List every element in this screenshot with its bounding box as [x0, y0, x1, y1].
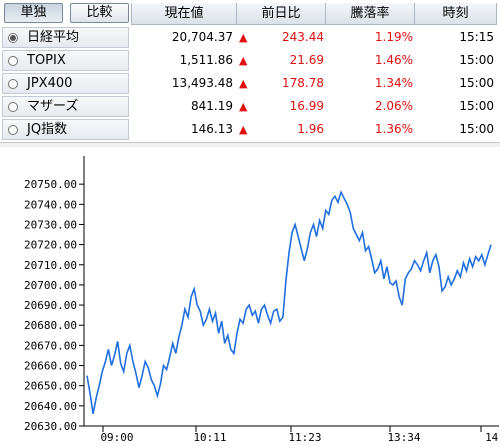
y-tick-label: 20720.00: [24, 239, 77, 252]
update-time: 15:00: [459, 76, 494, 90]
change-percent: 1.34%: [374, 76, 413, 90]
x-tick-label: 09:00: [100, 431, 133, 444]
index-name-selector[interactable]: JQ指数: [2, 119, 129, 140]
index-row[interactable]: マザーズ 841.19 ▲ 16.99 2.06% 15:00: [0, 95, 500, 118]
index-table-header: 単独 比較 現在値 前日比 騰落率 時刻: [0, 0, 500, 27]
radio-icon[interactable]: [8, 125, 18, 135]
index-name-selector[interactable]: TOPIX: [2, 50, 129, 71]
change-value: 1.96: [297, 122, 324, 136]
x-tick-label: 11:23: [288, 431, 321, 444]
current-price: 146.13: [191, 122, 233, 136]
y-tick-label: 20740.00: [24, 198, 77, 211]
radio-icon[interactable]: [8, 79, 18, 89]
y-tick-label: 20630.00: [24, 420, 77, 433]
compare-toggle[interactable]: 比較: [70, 3, 129, 23]
radio-icon[interactable]: [8, 102, 18, 112]
y-tick-label: 20690.00: [24, 299, 77, 312]
index-name-selector[interactable]: 日経平均: [2, 27, 129, 48]
change-value: 21.69: [289, 53, 324, 67]
update-time: 15:00: [459, 53, 494, 67]
x-tick-label: 13:34: [387, 431, 420, 444]
radio-selected-icon[interactable]: [8, 33, 18, 43]
y-tick-label: 20730.00: [24, 218, 77, 231]
y-tick-label: 20670.00: [24, 339, 77, 352]
price-line: [86, 190, 492, 415]
divider: [0, 142, 500, 147]
change-percent: 1.19%: [374, 30, 413, 44]
change-value: 16.99: [289, 99, 324, 113]
y-tick-label: 20640.00: [24, 400, 77, 413]
index-name-selector[interactable]: JPX400: [2, 73, 129, 94]
index-row[interactable]: JPX400 13,493.48 ▲ 178.78 1.34% 15:00: [0, 72, 500, 95]
up-arrow-icon: ▲: [239, 100, 248, 113]
x-tick-label: 10:11: [193, 431, 226, 444]
up-arrow-icon: ▲: [239, 123, 248, 136]
x-tick-label: 14:: [485, 431, 500, 444]
index-row[interactable]: TOPIX 1,511.86 ▲ 21.69 1.46% 15:00: [0, 49, 500, 72]
radio-icon[interactable]: [8, 56, 18, 66]
current-price: 20,704.37: [171, 30, 233, 44]
up-arrow-icon: ▲: [239, 31, 248, 44]
current-price: 841.19: [191, 99, 233, 113]
index-name: JQ指数: [27, 122, 68, 137]
y-tick-label: 20750.00: [24, 178, 77, 191]
index-name: TOPIX: [27, 53, 66, 68]
update-time: 15:15: [459, 30, 494, 44]
index-name: 日経平均: [27, 30, 80, 45]
y-tick-label: 20710.00: [24, 259, 77, 272]
change-value: 178.78: [282, 76, 324, 90]
change-percent: 1.36%: [374, 122, 413, 136]
column-time[interactable]: 時刻: [415, 3, 497, 25]
current-price: 1,511.86: [179, 53, 233, 67]
individual-toggle[interactable]: 単独: [4, 3, 63, 23]
index-name: JPX400: [27, 76, 73, 91]
y-tick-label: 20680.00: [24, 319, 77, 332]
current-price: 13,493.48: [171, 76, 233, 90]
index-name: マザーズ: [27, 99, 79, 114]
index-row[interactable]: JQ指数 146.13 ▲ 1.96 1.36% 15:00: [0, 118, 500, 141]
y-tick-label: 20650.00: [24, 380, 77, 393]
y-tick-label: 20660.00: [24, 360, 77, 373]
x-axis: 09:00 10:11 11:23 13:34 14:: [100, 426, 500, 444]
index-name-selector[interactable]: マザーズ: [2, 96, 129, 117]
up-arrow-icon: ▲: [239, 77, 248, 90]
update-time: 15:00: [459, 122, 494, 136]
change-value: 243.44: [282, 30, 324, 44]
axis-frame: [83, 156, 499, 427]
y-axis: 20630.00 20640.00 20650.00 20660.00 20670.00…: [24, 178, 84, 433]
change-percent: 2.06%: [374, 99, 413, 113]
column-percent[interactable]: 騰落率: [326, 3, 415, 25]
change-percent: 1.46%: [374, 53, 413, 67]
index-table: 日経平均 20,704.37 ▲ 243.44 1.19% 15:15 TOPI…: [0, 26, 500, 141]
update-time: 15:00: [459, 99, 494, 113]
up-arrow-icon: ▲: [239, 54, 248, 67]
column-price[interactable]: 現在値: [131, 3, 237, 25]
column-change[interactable]: 前日比: [237, 3, 326, 25]
intraday-chart: 20630.00 20640.00 20650.00 20660.00 20670.00…: [24, 156, 500, 444]
index-row[interactable]: 日経平均 20,704.37 ▲ 243.44 1.19% 15:15: [0, 26, 500, 49]
y-tick-label: 20700.00: [24, 279, 77, 292]
